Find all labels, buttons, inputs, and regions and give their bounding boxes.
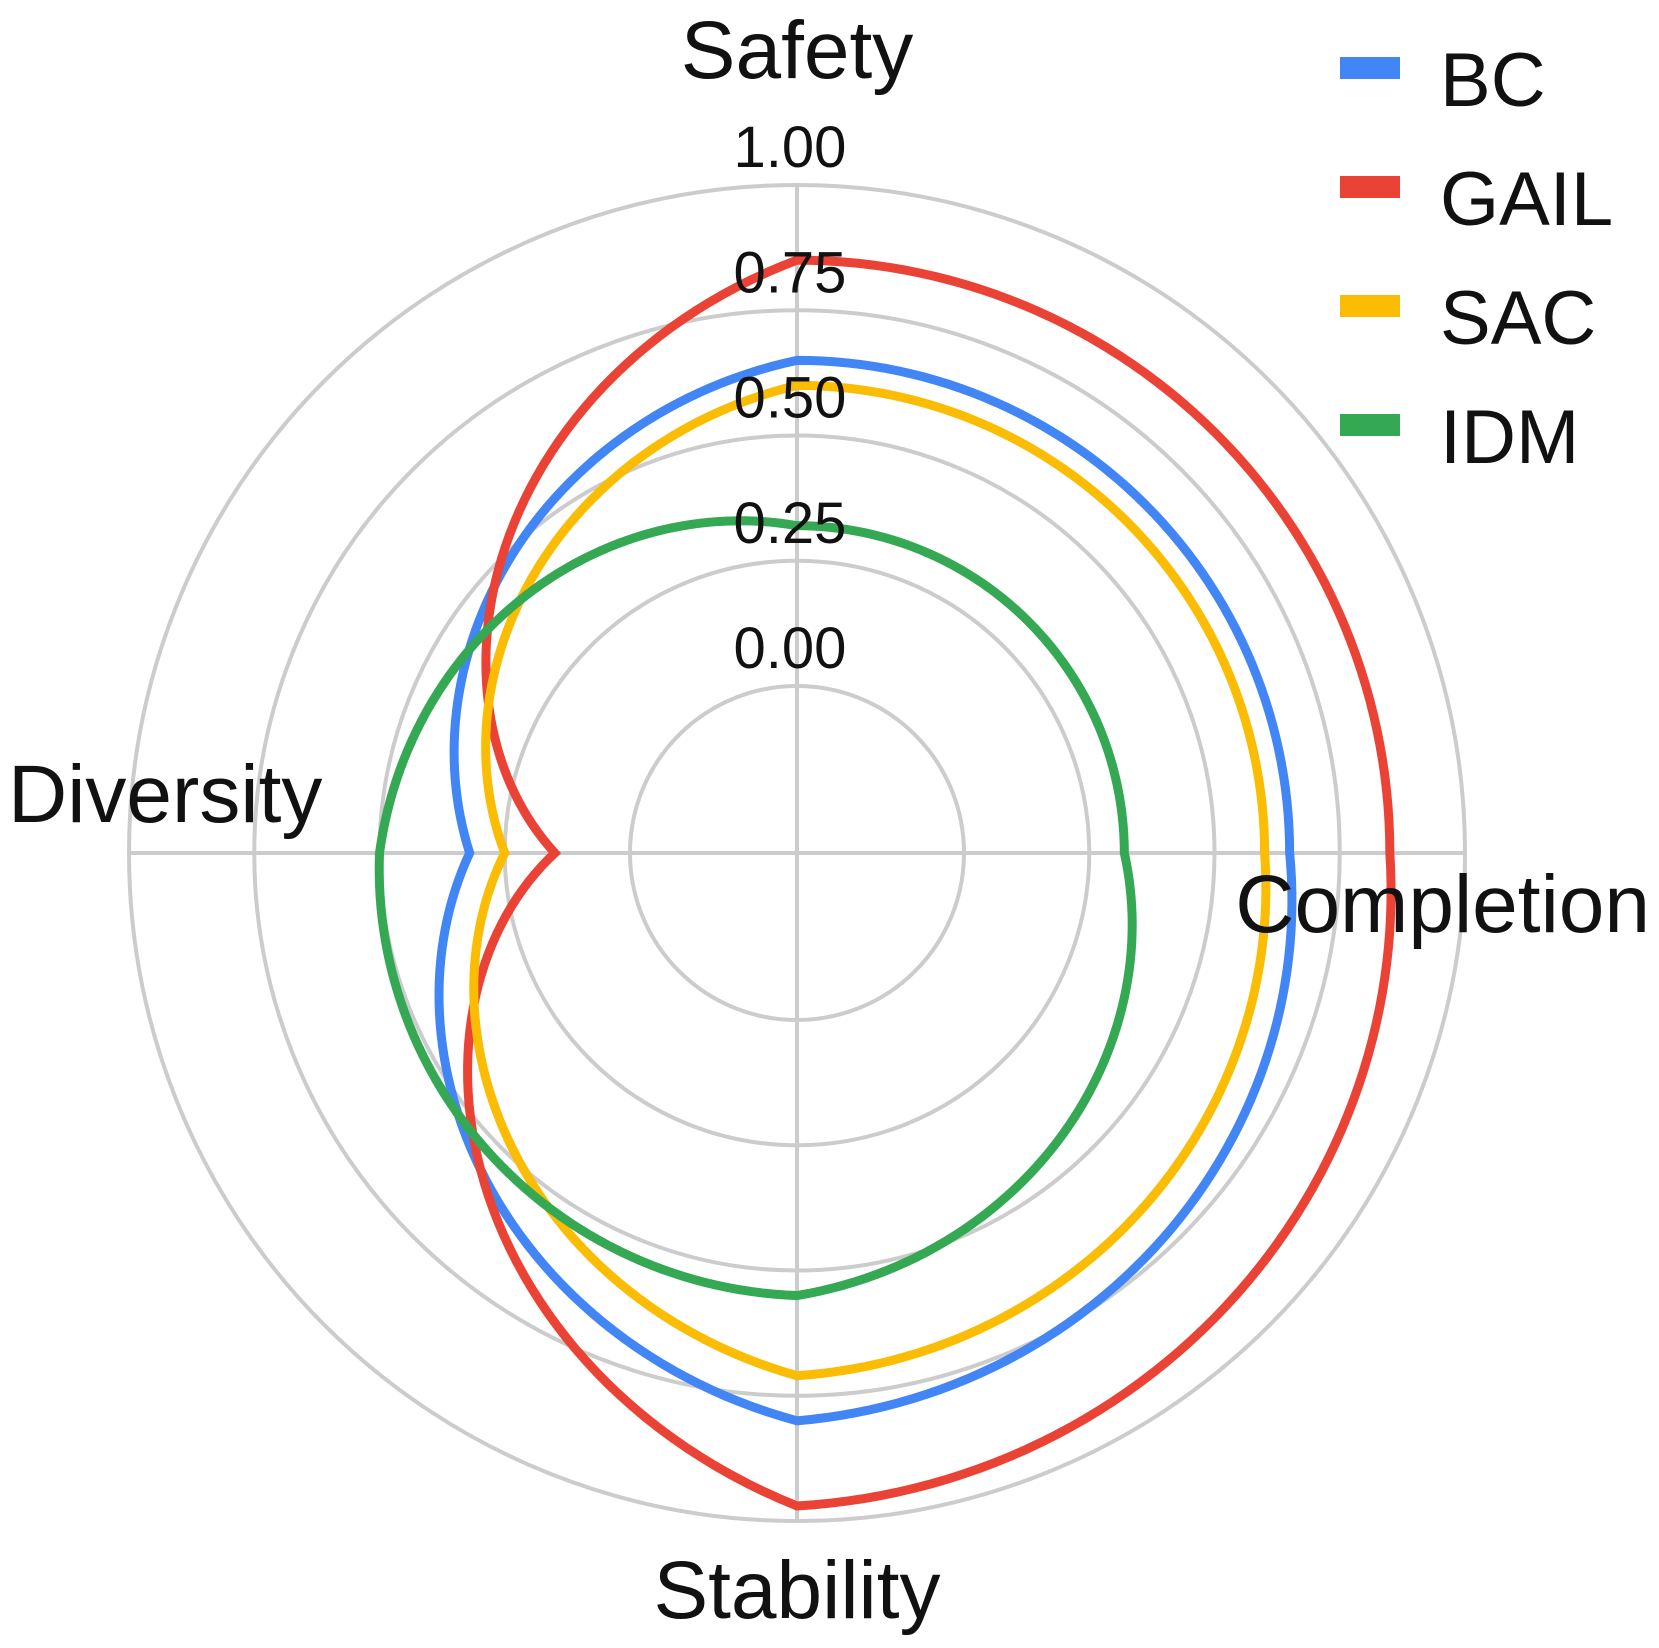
legend-label: GAIL — [1440, 157, 1613, 242]
axis-labels: Safety Completion Stability Diversity — [8, 5, 1650, 1636]
series-line-idm — [374, 516, 1137, 1301]
tick-label: 1.00 — [734, 115, 847, 180]
series-line-sac — [469, 380, 1271, 1381]
legend-swatch — [1340, 414, 1400, 436]
legend-item: SAC — [1340, 276, 1596, 361]
axis-label-stability: Stability — [653, 1545, 940, 1636]
legend-label: BC — [1440, 38, 1546, 123]
legend-label: IDM — [1440, 395, 1579, 480]
legend: BC GAIL SAC IDM — [1340, 38, 1613, 480]
series-line-bc — [434, 355, 1297, 1426]
legend-swatch — [1340, 176, 1400, 198]
tick-label: 0.25 — [734, 491, 847, 556]
legend-item: GAIL — [1340, 157, 1613, 242]
legend-item: BC — [1340, 38, 1546, 123]
axis-label-completion: Completion — [1235, 859, 1650, 950]
legend-swatch — [1340, 57, 1400, 79]
axis-label-diversity: Diversity — [8, 749, 322, 840]
legend-item: IDM — [1340, 395, 1579, 480]
tick-labels: 0.00 0.25 0.50 0.75 1.00 — [734, 115, 847, 681]
grid — [127, 183, 1467, 1523]
axis-label-safety: Safety — [681, 5, 913, 96]
tick-label: 0.00 — [734, 616, 847, 681]
tick-label: 0.50 — [734, 366, 847, 431]
tick-label: 0.75 — [734, 240, 847, 305]
series-layer — [374, 255, 1396, 1511]
legend-label: SAC — [1440, 276, 1596, 361]
legend-swatch — [1340, 295, 1400, 317]
series-line-gail — [463, 255, 1396, 1511]
